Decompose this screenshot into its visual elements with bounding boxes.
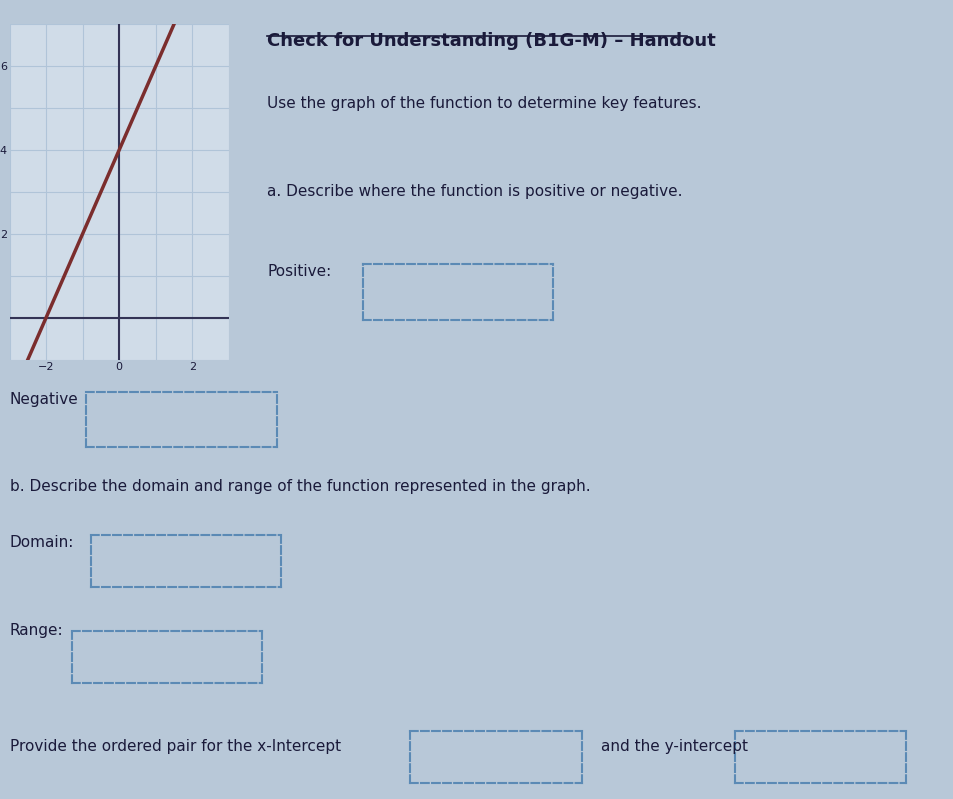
Text: b. Describe the domain and range of the function represented in the graph.: b. Describe the domain and range of the … [10, 479, 590, 495]
Text: Domain:: Domain: [10, 535, 73, 551]
Text: Use the graph of the function to determine key features.: Use the graph of the function to determi… [267, 96, 700, 111]
Text: Negative: Negative [10, 392, 78, 407]
Text: Positive:: Positive: [267, 264, 331, 279]
Text: Range:: Range: [10, 623, 63, 638]
Text: a. Describe where the function is positive or negative.: a. Describe where the function is positi… [267, 184, 682, 199]
Text: Check for Understanding (B1G-M) – Handout: Check for Understanding (B1G-M) – Handou… [267, 32, 715, 50]
Text: and the y-intercept: and the y-intercept [600, 739, 747, 754]
Text: Provide the ordered pair for the x-Intercept: Provide the ordered pair for the x-Inter… [10, 739, 340, 754]
